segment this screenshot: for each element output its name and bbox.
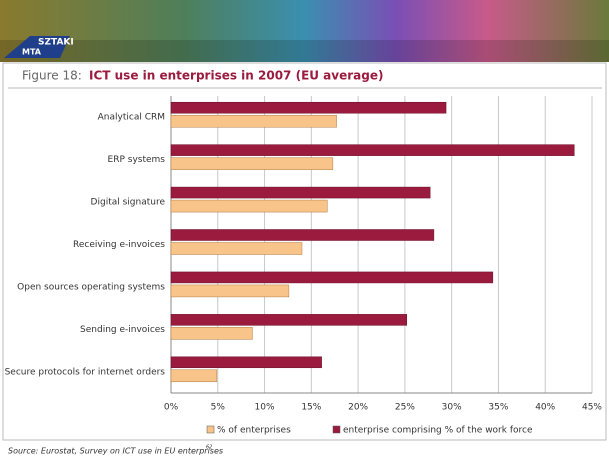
bar [170, 229, 435, 241]
x-tick-label: 45% [582, 403, 602, 413]
y-tick-label: Sending e-invoices [80, 325, 165, 335]
bar [170, 369, 218, 383]
figure-label: Figure 18: [22, 69, 82, 83]
y-tick-label: Open sources operating systems [17, 282, 165, 292]
y-tick-label: ERP systems [108, 155, 166, 165]
bar [170, 327, 253, 340]
x-tick-label: 15% [301, 403, 321, 413]
logo-right: SZTAKI [38, 38, 74, 48]
y-tick-label: Secure protocols for internet orders [5, 367, 166, 377]
x-tick-label: 30% [442, 403, 462, 413]
chart-title: ICT use in enterprises in 2007 (EU avera… [89, 69, 383, 83]
x-tick-label: 40% [535, 403, 555, 413]
chart-frame [2, 62, 607, 441]
bar [170, 144, 575, 156]
logo-left: MTA [22, 48, 42, 57]
bar [170, 199, 328, 213]
x-tick-label: 25% [395, 403, 415, 413]
y-tick-label: Analytical CRM [98, 113, 165, 123]
bar [170, 314, 408, 326]
legend-label: enterprise comprising % of the work forc… [343, 426, 533, 436]
bar [170, 242, 303, 255]
y-tick-label: Digital signature [91, 198, 166, 208]
y-tick-label: Receiving e-invoices [73, 240, 165, 250]
logo-shape [4, 36, 70, 58]
x-tick-label: 35% [488, 403, 508, 413]
source-note: 62 [206, 445, 212, 451]
bar [170, 157, 334, 170]
x-tick-label: 5% [211, 403, 226, 413]
bar [170, 186, 431, 199]
bar [170, 356, 322, 369]
header-shade [0, 40, 609, 62]
x-tick-label: 20% [348, 403, 368, 413]
legend-swatch [332, 425, 341, 434]
x-tick-label: 0% [164, 403, 179, 413]
header-banner [0, 0, 609, 62]
legend-label: % of enterprises [217, 426, 291, 436]
bar [170, 114, 337, 128]
source: Source: Eurostat, Survey on ICT use in E… [8, 447, 223, 456]
legend-swatch [206, 425, 215, 434]
bar [170, 101, 447, 114]
x-tick-label: 10% [255, 403, 275, 413]
bar [170, 271, 494, 284]
bar [170, 284, 290, 298]
